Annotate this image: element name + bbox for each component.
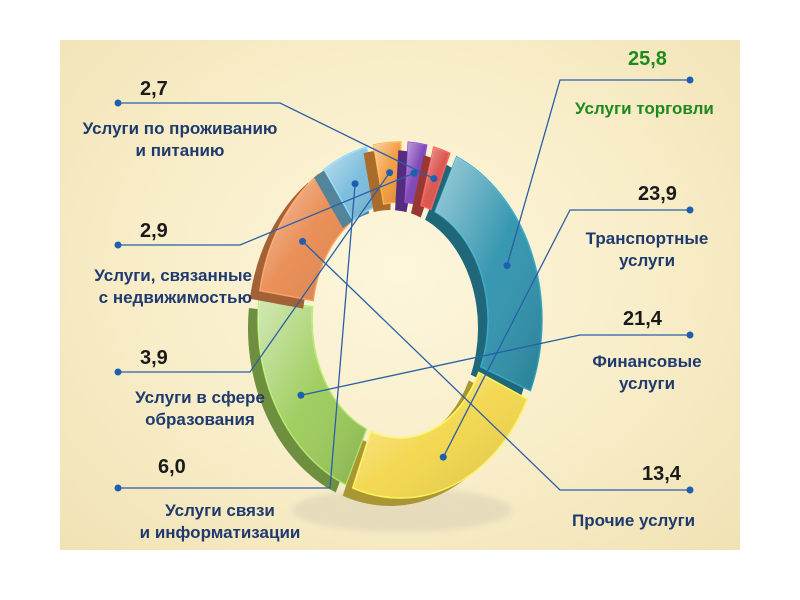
value-hospitality: 2,7	[140, 78, 168, 100]
label-realestate-line2: с недвижимостью	[98, 288, 252, 307]
label-education-line1: Услуги в сфере	[135, 388, 265, 407]
leader-dot-education-1	[114, 368, 122, 376]
leader-dot-realestate-1	[114, 241, 122, 249]
leader-dot-trade-1	[686, 76, 694, 84]
leader-dot-transport-0	[439, 453, 447, 461]
leader-dot-education-0	[386, 169, 394, 177]
leader-line-education	[118, 172, 391, 373]
segment-shine-transport	[352, 372, 528, 499]
leader-line-transport	[442, 209, 690, 458]
leader-lines	[114, 76, 694, 494]
leader-dot-finance-0	[297, 391, 305, 399]
label-transport-line1: Транспортные	[585, 229, 709, 248]
ring-shadow	[292, 488, 512, 532]
leader-line-other	[302, 240, 690, 491]
label-communication: Услуги связи и информатизации	[115, 500, 325, 544]
label-hospitality-line1: Услуги по проживанию	[82, 119, 278, 138]
value-communication: 6,0	[158, 456, 186, 478]
leader-dot-hospitality-0	[430, 175, 438, 183]
label-hospitality: Услуги по проживанию и питанию	[65, 118, 295, 162]
segment-shine-other	[259, 174, 350, 301]
label-transport: Транспортные услуги	[572, 228, 722, 272]
label-transport-line2: услуги	[618, 251, 676, 270]
value-other: 13,4	[642, 463, 681, 485]
label-education: Услуги в сфере образования	[110, 387, 290, 431]
leader-dot-communication-1	[114, 484, 122, 492]
label-finance-line2: услуги	[618, 374, 676, 393]
value-finance: 21,4	[623, 308, 662, 330]
label-education-line2: образования	[145, 410, 255, 429]
value-realestate: 2,9	[140, 220, 168, 242]
label-hospitality-line2: и питанию	[135, 141, 225, 160]
leader-dot-realestate-0	[410, 169, 418, 177]
leader-line-communication	[118, 183, 356, 489]
leader-dot-other-0	[299, 237, 307, 245]
leader-dot-trade-0	[503, 262, 511, 270]
leader-dot-other-1	[686, 486, 694, 494]
segment-shine-trade	[435, 156, 542, 391]
label-trade: Услуги торговли	[575, 98, 714, 120]
leader-dot-communication-0	[351, 180, 359, 188]
value-transport: 23,9	[638, 183, 677, 205]
label-communication-line2: и информатизации	[139, 523, 301, 542]
label-realestate-line1: Услуги, связанные	[94, 266, 252, 285]
leader-dot-finance-1	[686, 331, 694, 339]
label-trade-line1: Услуги торговли	[575, 99, 714, 118]
leader-line-finance	[300, 334, 690, 396]
leader-line-trade	[506, 79, 690, 266]
label-finance: Финансовые услуги	[582, 351, 712, 395]
value-trade: 25,8	[628, 48, 667, 70]
label-communication-line1: Услуги связи	[165, 501, 275, 520]
label-realestate: Услуги, связанные с недвижимостью	[52, 265, 252, 309]
leader-line-realestate	[118, 172, 415, 246]
leader-dot-hospitality-1	[114, 99, 122, 107]
value-education: 3,9	[140, 347, 168, 369]
ring-segments	[248, 141, 543, 507]
label-other: Прочие услуги	[572, 510, 695, 532]
label-other-line1: Прочие услуги	[572, 511, 696, 530]
leader-dot-transport-1	[686, 206, 694, 214]
label-finance-line1: Финансовые	[592, 352, 702, 371]
leader-line-hospitality	[118, 102, 435, 180]
